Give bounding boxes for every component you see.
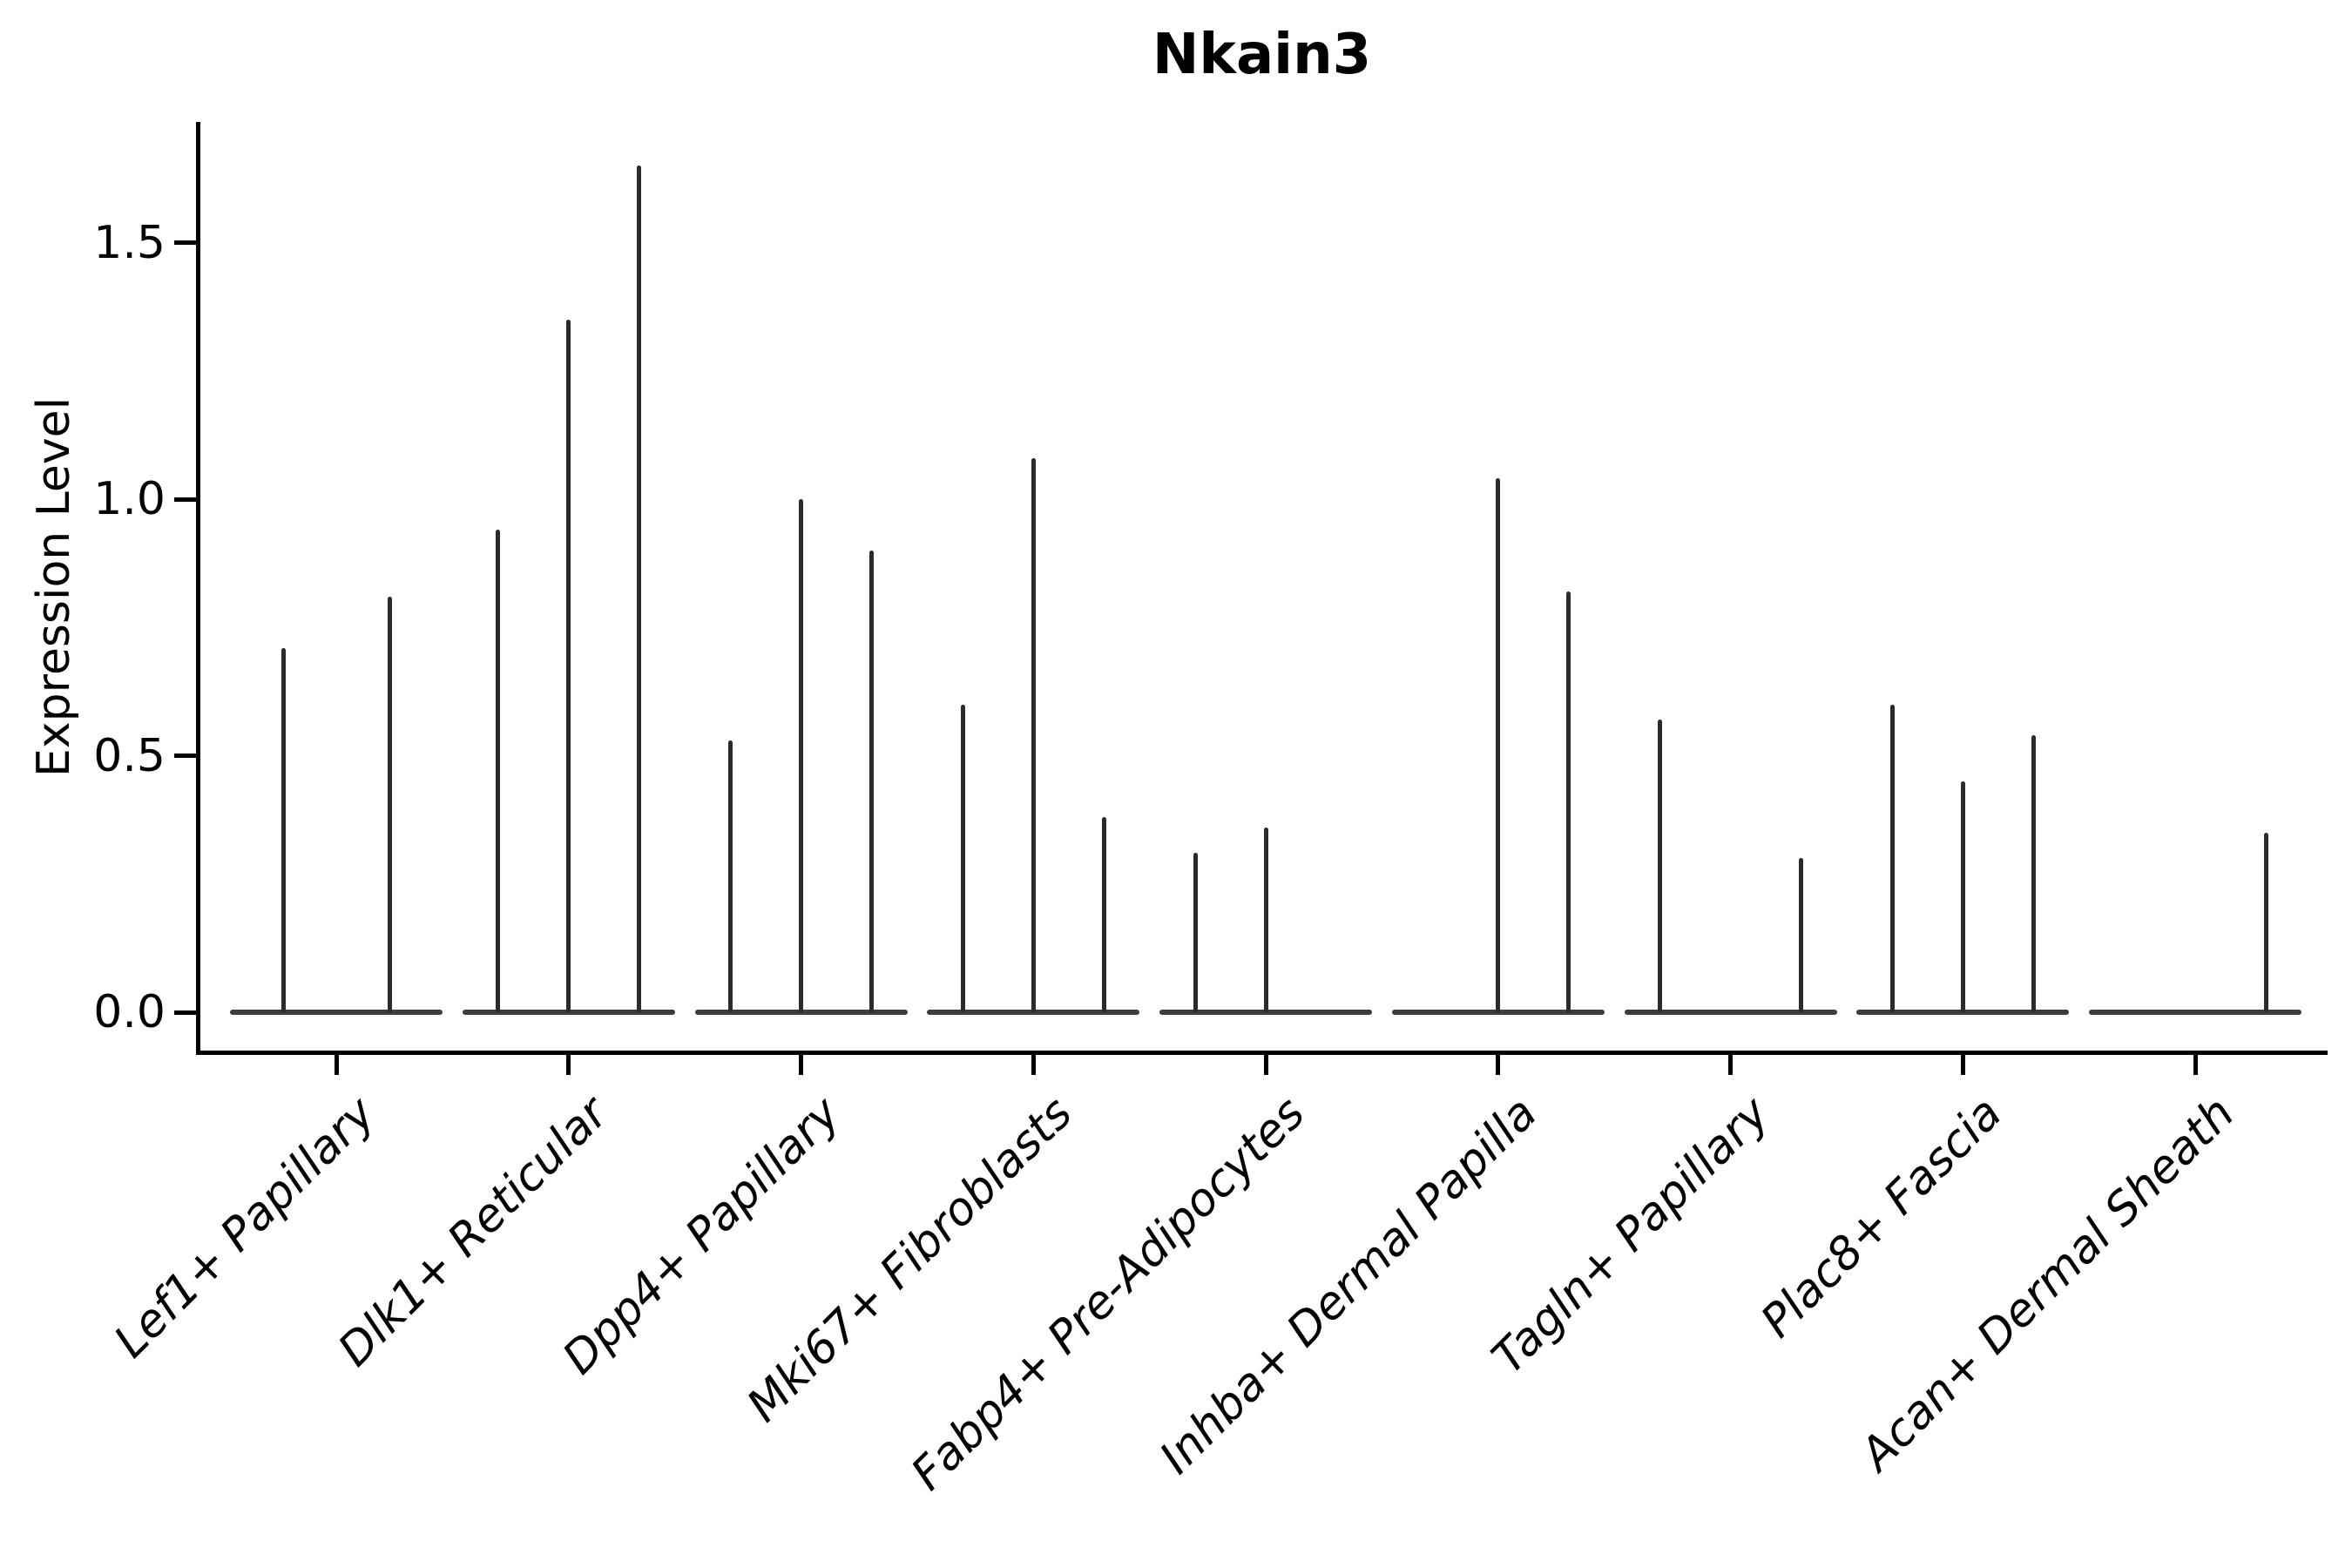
violin-spike — [2031, 734, 2036, 1012]
violin-baseline — [1159, 1010, 1372, 1015]
violin-baseline — [1624, 1010, 1837, 1015]
violin-spike — [1960, 781, 1965, 1012]
y-tick-mark — [174, 497, 198, 502]
violin-spike — [728, 740, 733, 1012]
violin-spike — [1031, 457, 1036, 1012]
violin-spike — [2263, 832, 2268, 1012]
x-tick-mark — [799, 1053, 803, 1075]
x-tick-mark — [1960, 1053, 1965, 1075]
x-axis-spine — [196, 1051, 2328, 1055]
violin-baseline — [927, 1010, 1140, 1015]
violin-spike — [799, 499, 803, 1012]
x-tick-mark — [566, 1053, 571, 1075]
violin-spike — [869, 550, 874, 1012]
chart-title: Nkain3 — [1152, 23, 1372, 87]
y-tick-mark — [174, 1010, 198, 1015]
y-axis-label: Expression Level — [28, 396, 80, 778]
y-tick-label: 0.0 — [93, 986, 166, 1038]
violin-baseline — [1391, 1010, 1605, 1015]
y-tick-mark — [174, 754, 198, 758]
violin-baseline — [2089, 1010, 2301, 1015]
y-tick-label: 0.5 — [93, 729, 166, 782]
x-axis-category-label: Plac8+ Fascia — [1751, 1087, 2012, 1348]
x-axis-category-label: Fabp4+ Pre-Adipocytes — [901, 1087, 1315, 1501]
x-tick-mark — [1728, 1053, 1733, 1075]
x-tick-mark — [1263, 1053, 1268, 1075]
violin-spike — [496, 530, 501, 1012]
violin-spike — [1658, 720, 1662, 1012]
violin-spike — [637, 166, 642, 1012]
violin-spike — [1263, 827, 1268, 1012]
violin-spike — [387, 596, 392, 1012]
violin-spike — [280, 647, 286, 1012]
violin-spike — [1101, 817, 1106, 1012]
violin-spike — [1566, 591, 1571, 1012]
x-tick-mark — [2193, 1053, 2198, 1075]
x-axis-category-label: Acan+ Dermal Sheath — [1850, 1087, 2245, 1481]
violin-baseline — [1856, 1010, 2070, 1015]
x-tick-mark — [1031, 1053, 1036, 1075]
x-tick-mark — [334, 1053, 339, 1075]
violin-spike — [1496, 478, 1501, 1012]
y-tick-label: 1.5 — [93, 216, 166, 269]
violin-spike — [1799, 858, 1803, 1012]
x-axis-category-label: Inhba+ Dermal Papilla — [1150, 1087, 1548, 1484]
violin-spike — [1889, 704, 1895, 1012]
violin-baseline — [462, 1010, 675, 1015]
y-tick-mark — [174, 240, 198, 245]
y-axis-spine — [196, 122, 200, 1052]
violin-spike — [1193, 853, 1198, 1012]
y-tick-label: 1.0 — [93, 473, 166, 525]
violin-spike — [960, 704, 965, 1012]
violin-spike — [566, 319, 571, 1012]
violin-baseline — [694, 1010, 908, 1015]
violin-baseline — [230, 1010, 443, 1015]
x-tick-mark — [1496, 1053, 1501, 1075]
